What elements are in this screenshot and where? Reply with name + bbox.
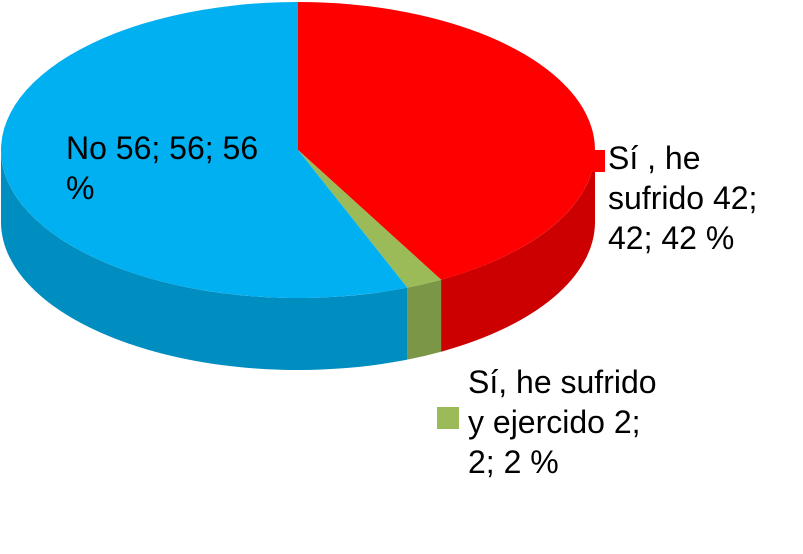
- value-label: 56; 56; 56 %: [66, 130, 259, 206]
- category-label: Sí, he sufrido y ejercido: [468, 364, 657, 440]
- category-label: Sí , he sufrido: [608, 140, 705, 216]
- legend-key: [437, 407, 459, 429]
- slice: [298, 150, 442, 288]
- slice-side: [407, 279, 442, 360]
- value-label: 2; 2; 2 %: [468, 404, 641, 480]
- slice: [1, 2, 408, 298]
- data-label: Sí, he sufrido y ejercido 2; 2; 2 %: [468, 362, 668, 482]
- slice-side: [441, 150, 595, 352]
- category-label: No: [66, 130, 107, 166]
- legend-key: [34, 180, 56, 202]
- legend-key: [583, 150, 605, 172]
- data-label: No 56; 56; 56 %: [66, 128, 266, 208]
- value-label: 42; 42; 42 %: [608, 180, 758, 256]
- data-label: Sí , he sufrido 42; 42; 42 %: [608, 138, 793, 258]
- slice-side: [1, 150, 408, 371]
- slice: [298, 2, 596, 280]
